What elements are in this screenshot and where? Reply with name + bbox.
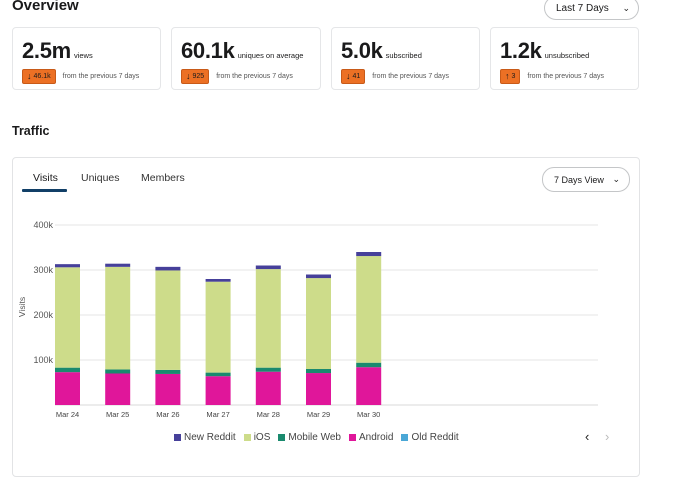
x-tick-label: Mar 29 (307, 410, 330, 419)
view-range-select[interactable]: 7 Days View ⌄ (542, 167, 630, 192)
stat-value: 2.5m (22, 38, 71, 63)
overview-title: Overview (12, 0, 79, 14)
chevron-left-icon[interactable]: ‹ (585, 429, 590, 444)
traffic-title: Traffic (12, 124, 50, 138)
stat-card-uniques: 60.1k uniques on average ↓ 925 from the … (171, 27, 321, 90)
delta-badge: ↓ 46.1k (22, 69, 56, 84)
legend-item-ios[interactable]: iOS (243, 432, 271, 443)
chart-legend: New Reddit iOS Mobile Web Android Old Re… (174, 432, 459, 443)
bar-segment-new-reddit (155, 266, 181, 271)
arrow-down-icon: ↓ (27, 71, 32, 81)
bar-segment-android (356, 367, 382, 405)
arrow-down-icon: ↓ (346, 71, 351, 81)
arrow-up-icon: ↑ (505, 71, 510, 81)
delta-badge: ↓ 925 (181, 69, 210, 84)
legend-item-android[interactable]: Android (349, 432, 393, 443)
stat-card-subscribed: 5.0k subscribed ↓ 41 from the previous 7… (331, 27, 480, 90)
bar-segment-ios (55, 267, 80, 368)
bar-segment-new-reddit (306, 274, 331, 279)
delta-value: 925 (192, 73, 205, 80)
chevron-right-icon[interactable]: › (605, 429, 610, 444)
x-tick-label: Mar 25 (106, 410, 129, 419)
bar-segment-new-reddit (105, 263, 131, 267)
delta-note: from the previous 7 days (62, 73, 140, 80)
bar-segment-mobile-web (105, 369, 131, 374)
bar-segment-android (255, 371, 281, 405)
date-range-select[interactable]: Last 7 Days ⌄ (544, 0, 639, 20)
bar-segment-android (205, 376, 231, 405)
x-tick-label: Mar 27 (206, 410, 229, 419)
stat-value: 60.1k (181, 38, 235, 63)
y-tick-label: 100k (33, 355, 53, 365)
stat-label: uniques on average (237, 51, 304, 60)
bar-segment-mobile-web (306, 369, 331, 374)
bar-segment-ios (306, 278, 331, 369)
tab-uniques[interactable]: Uniques (81, 172, 120, 184)
delta-note: from the previous 7 days (216, 73, 293, 80)
y-tick-label: 200k (33, 310, 53, 320)
tab-members[interactable]: Members (141, 172, 185, 184)
bar-segment-mobile-web (255, 367, 281, 372)
delta-note: from the previous 7 days (527, 73, 605, 80)
stat-card-views: 2.5m views ↓ 46.1k from the previous 7 d… (12, 27, 161, 90)
x-tick-label: Mar 30 (357, 410, 380, 419)
bar-segment-mobile-web (205, 372, 231, 377)
bar-segment-mobile-web (155, 369, 181, 374)
x-tick-label: Mar 28 (257, 410, 280, 419)
bar-segment-ios (205, 281, 231, 373)
stat-value: 5.0k (341, 38, 383, 63)
bar-segment-ios (155, 270, 181, 370)
view-range-value: 7 Days View (554, 174, 604, 185)
stat-card-unsubscribed: 1.2k unsubscribed ↑ 3 from the previous … (490, 27, 639, 90)
stat-label: views (73, 51, 93, 60)
legend-label: Old Reddit (411, 432, 459, 443)
bar-segment-new-reddit (55, 264, 80, 268)
legend-swatch (278, 434, 286, 441)
delta-badge: ↓ 41 (341, 69, 366, 84)
delta-badge: ↑ 3 (500, 69, 521, 84)
legend-swatch (349, 434, 356, 441)
chevron-down-icon: ⌄ (622, 2, 630, 13)
legend-item-new-reddit[interactable]: New Reddit (174, 432, 236, 443)
tab-visits[interactable]: Visits (33, 172, 58, 184)
bar-segment-new-reddit (205, 279, 231, 282)
bar-segment-new-reddit (255, 265, 281, 270)
delta-note: from the previous 7 days (372, 73, 449, 80)
legend-swatch (243, 434, 251, 441)
stat-label: subscribed (385, 51, 422, 60)
date-range-value: Last 7 Days (556, 2, 609, 14)
y-tick-label: 300k (33, 265, 53, 275)
legend-swatch (401, 434, 409, 441)
active-tab-indicator (22, 189, 67, 192)
delta-value: 3 (511, 73, 516, 80)
visits-chart: 100k 200k 300k 400k Visits Mar 24 Mar 25 Mar 26… (17, 220, 598, 419)
delta-value: 46.1k (33, 73, 51, 80)
bar-segment-android (55, 372, 80, 405)
bar-segment-mobile-web (55, 367, 80, 373)
chevron-down-icon: ⌄ (612, 174, 620, 184)
legend-swatch (174, 434, 181, 441)
bar-segment-ios (356, 256, 382, 363)
stat-value: 1.2k (500, 38, 542, 63)
bar-segment-android (306, 373, 331, 405)
legend-label: Android (359, 432, 394, 443)
bar-segment-new-reddit (356, 252, 382, 257)
y-axis-label: Visits (17, 297, 27, 317)
legend-label: Mobile Web (288, 432, 341, 443)
x-tick-label: Mar 26 (156, 410, 179, 419)
y-tick-label: 400k (33, 220, 53, 230)
bar-segment-ios (255, 269, 281, 368)
legend-label: New Reddit (184, 432, 236, 443)
delta-value: 41 (352, 73, 361, 80)
bar-segment-android (105, 373, 131, 405)
bar-segment-android (155, 373, 181, 405)
legend-item-old-reddit[interactable]: Old Reddit (401, 432, 459, 443)
bar-segment-ios (105, 266, 131, 370)
x-tick-label: Mar 24 (56, 410, 79, 419)
legend-item-mobile-web[interactable]: Mobile Web (278, 432, 341, 443)
bar-segment-mobile-web (356, 362, 382, 368)
legend-label: iOS (253, 432, 271, 443)
arrow-down-icon: ↓ (186, 71, 191, 81)
stat-label: unsubscribed (544, 51, 590, 60)
